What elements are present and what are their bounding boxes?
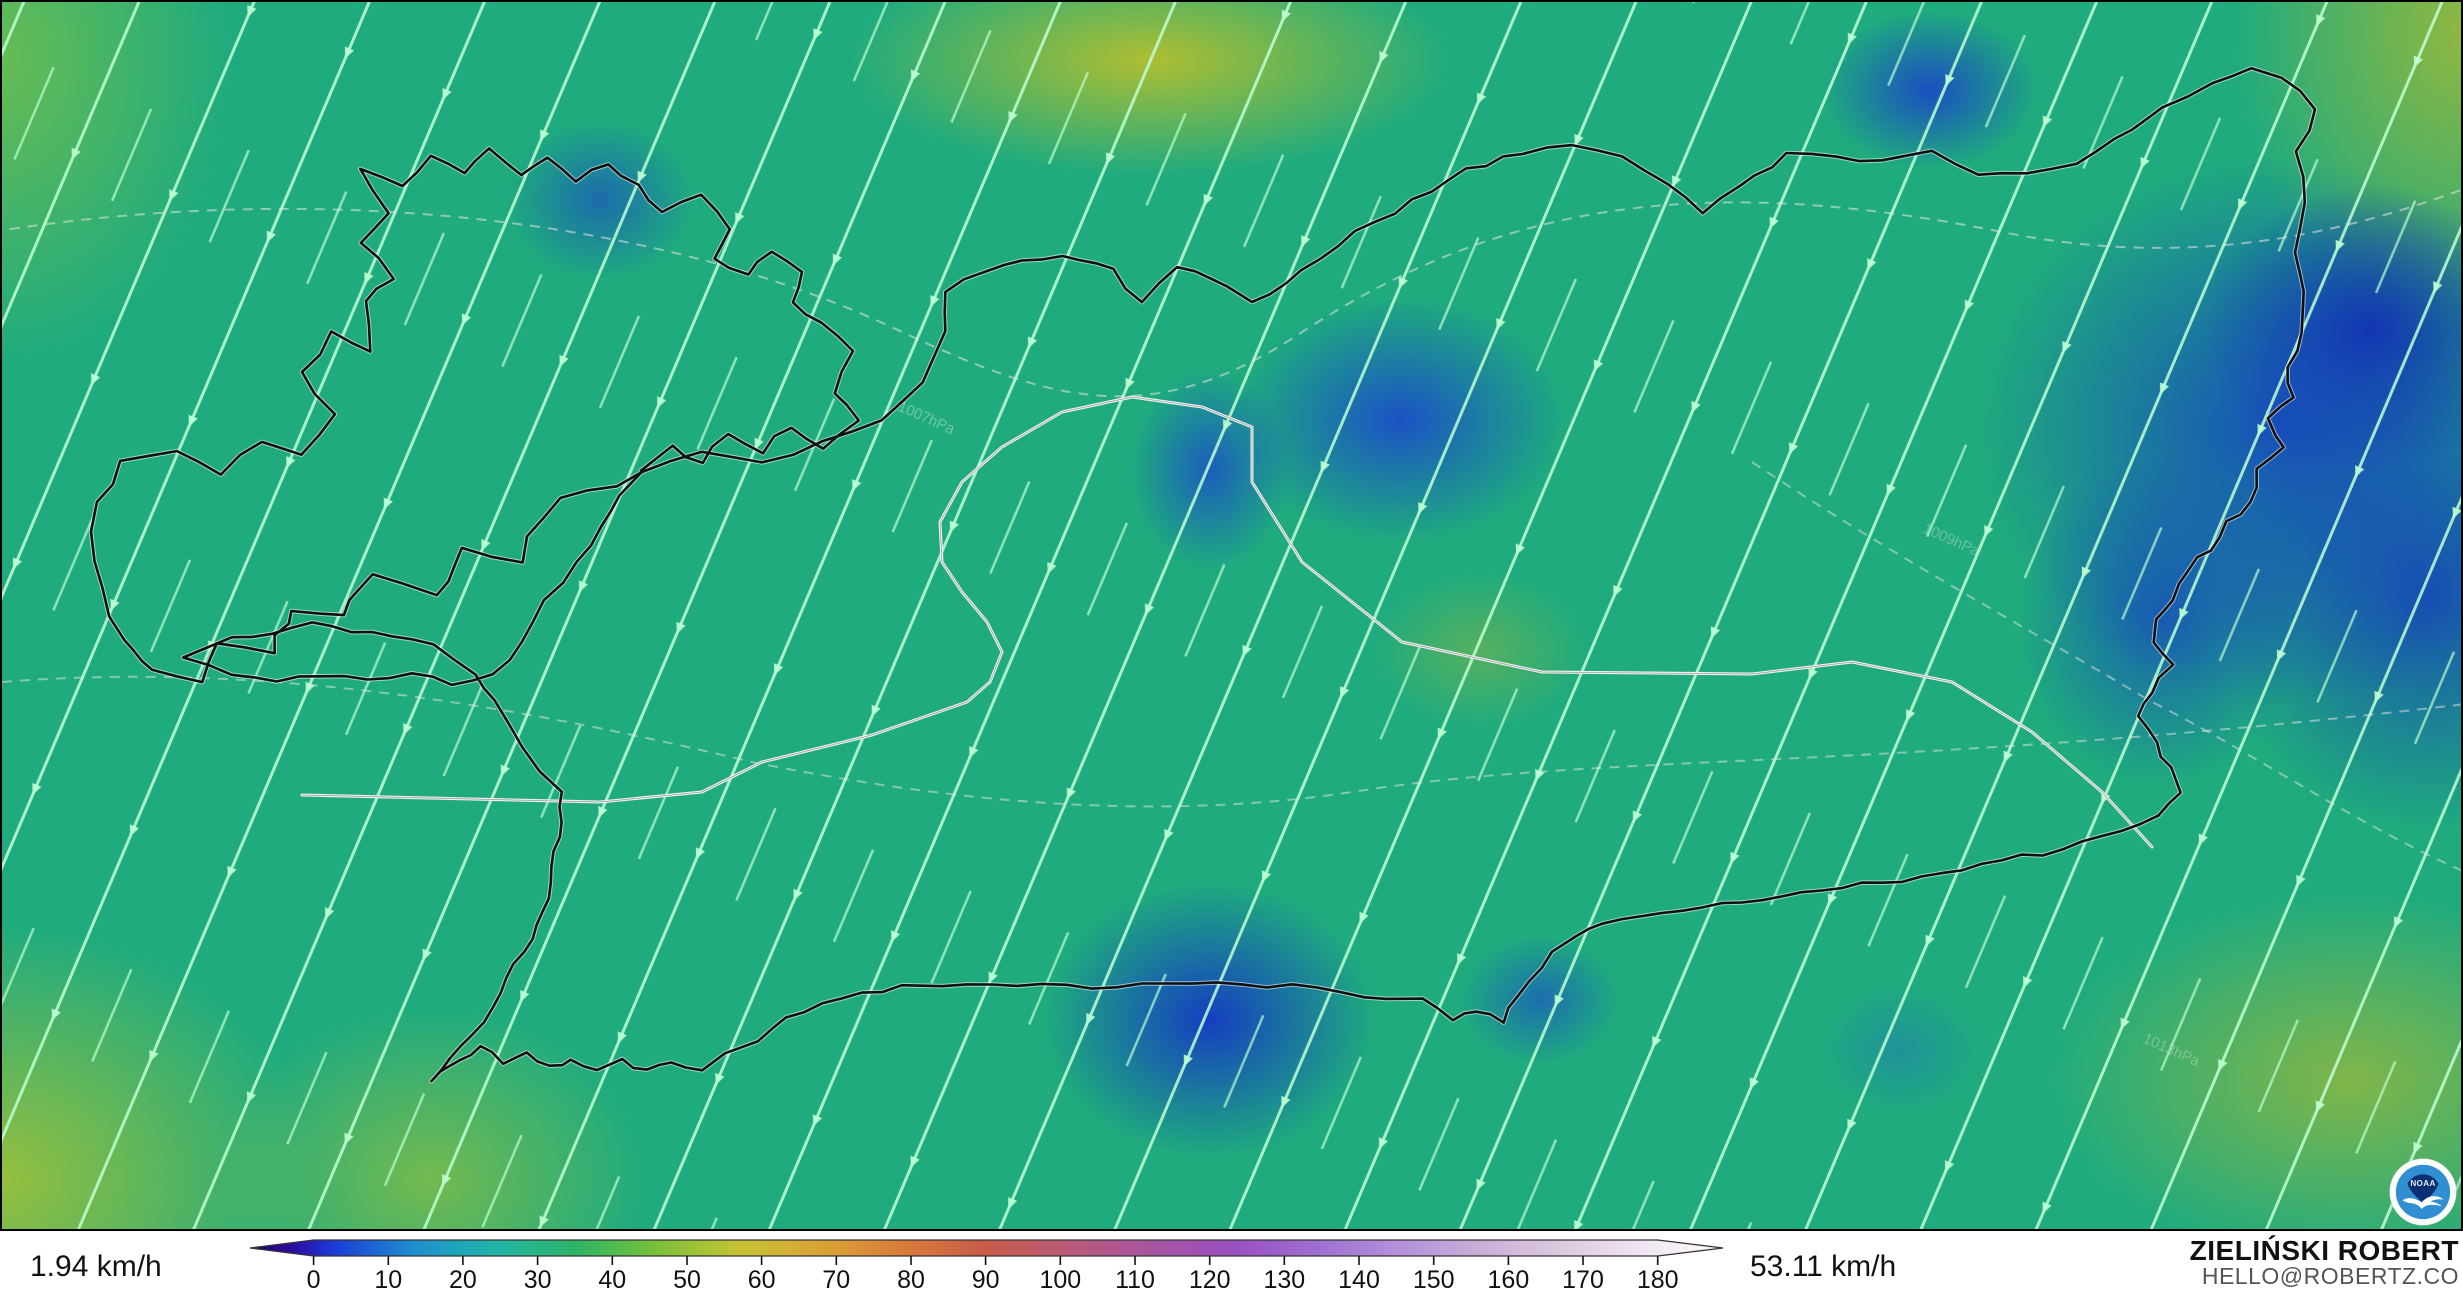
svg-text:NOAA: NOAA <box>2410 1179 2435 1188</box>
